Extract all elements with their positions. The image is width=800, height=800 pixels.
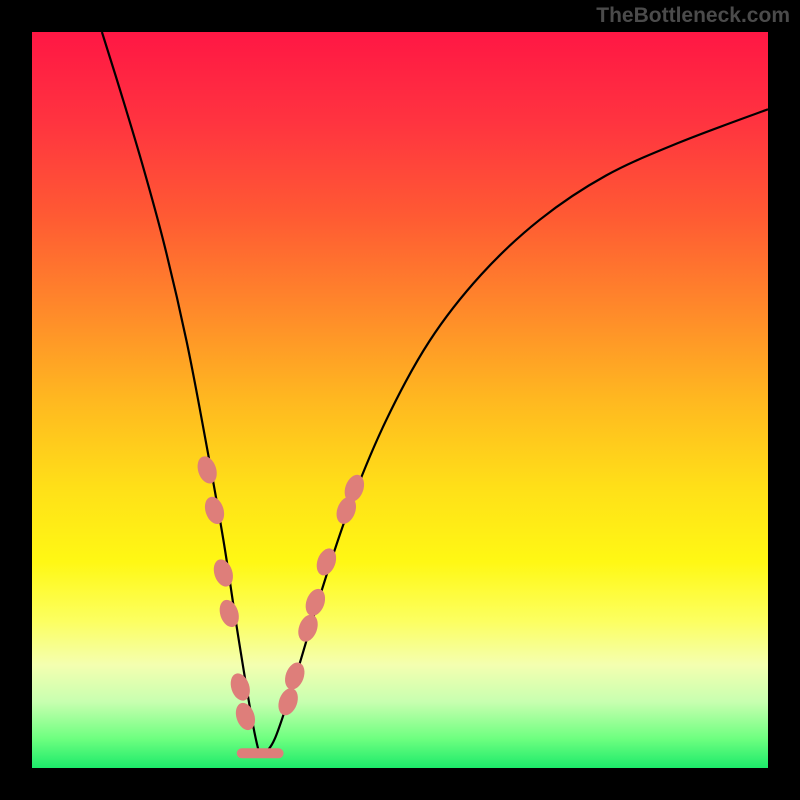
plot-background — [32, 32, 768, 768]
bottleneck-chart — [0, 0, 800, 800]
watermark-text: TheBottleneck.com — [596, 4, 790, 28]
chart-container: TheBottleneck.com — [0, 0, 800, 800]
